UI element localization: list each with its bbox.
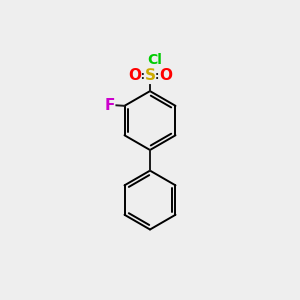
Text: O: O — [159, 68, 172, 83]
Text: Cl: Cl — [147, 53, 162, 68]
Text: S: S — [145, 68, 155, 83]
Text: F: F — [104, 98, 115, 112]
Text: O: O — [128, 68, 141, 83]
